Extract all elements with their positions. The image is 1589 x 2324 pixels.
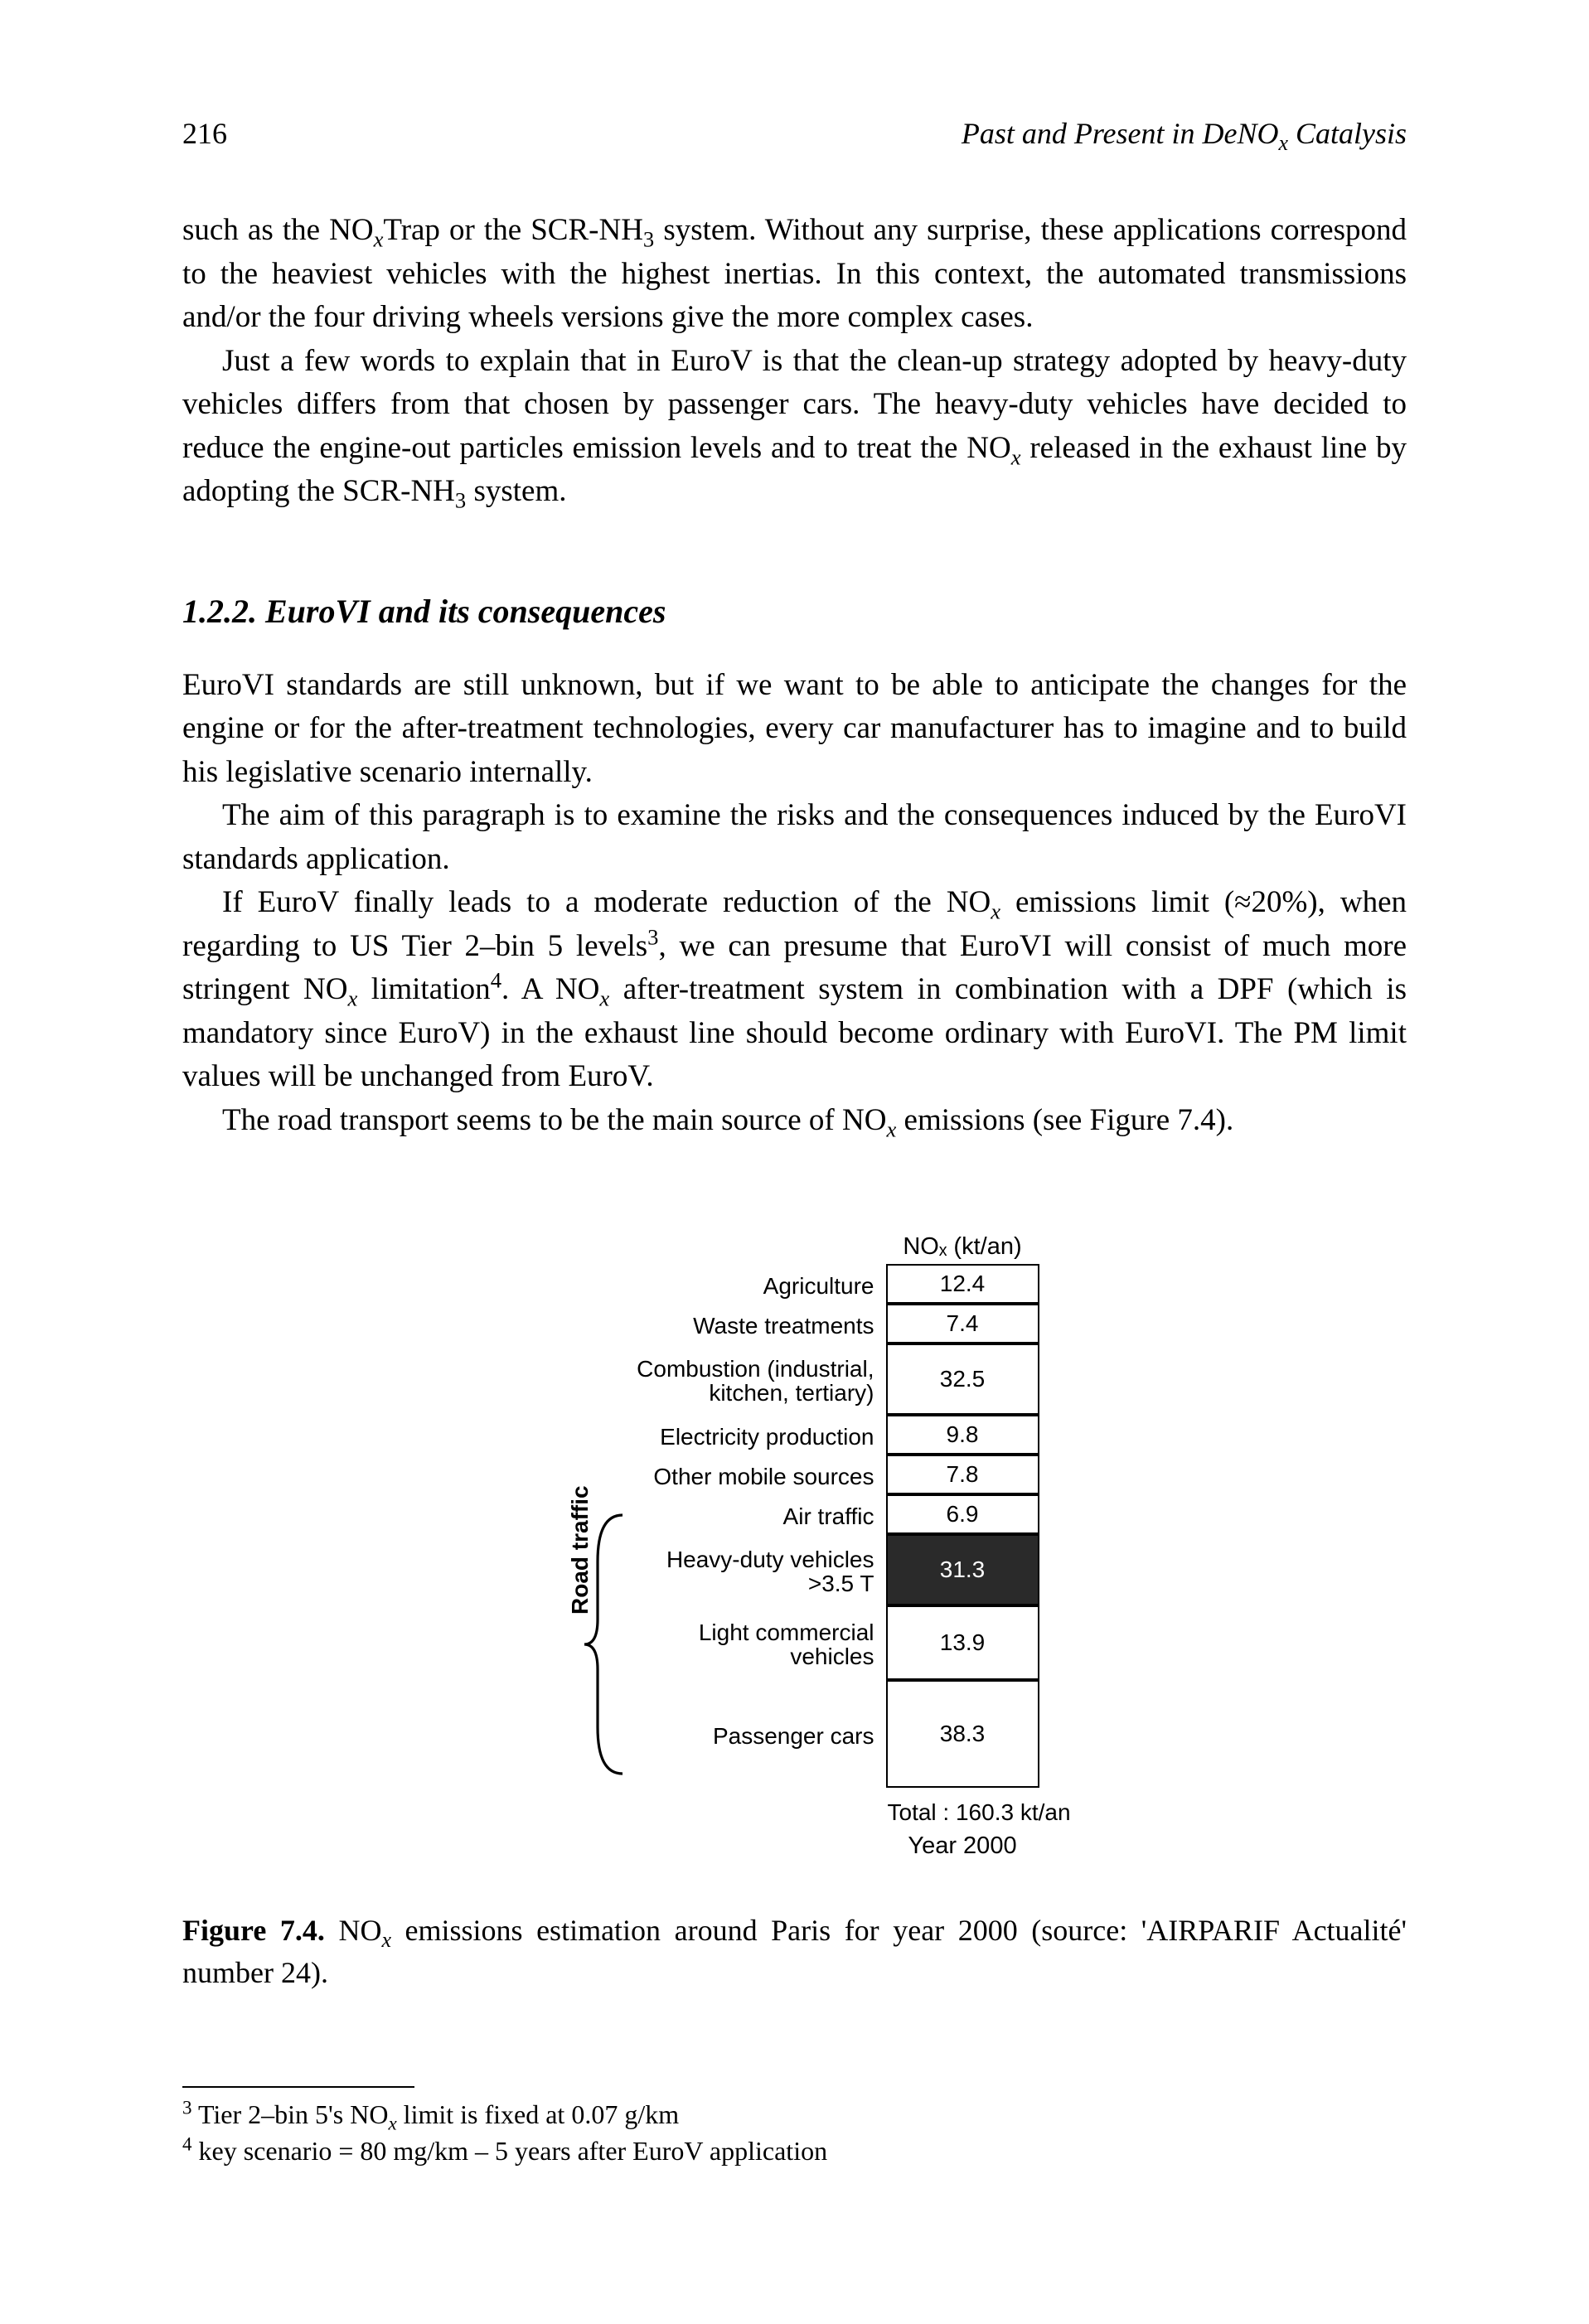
text-run: Tier 2–bin 5's NO bbox=[192, 2099, 389, 2129]
body-text: such as the NOxTrap or the SCR-NH3 syste… bbox=[182, 209, 1407, 1142]
footnote-rule bbox=[182, 2086, 414, 2088]
page-number: 216 bbox=[182, 116, 227, 151]
section-heading: 1.2.2. EuroVI and its consequences bbox=[182, 588, 1407, 636]
figure-row-label: Combustion (industrial,kitchen, tertiary… bbox=[472, 1345, 886, 1416]
figure-row-value: 9.8 bbox=[886, 1415, 1039, 1455]
figure-row-value: 7.8 bbox=[886, 1455, 1039, 1494]
figure-row-value: 7.4 bbox=[886, 1304, 1039, 1344]
text-run: . A NO bbox=[501, 972, 599, 1006]
running-head-text: Past and Present in DeNOx Catalysis bbox=[962, 116, 1407, 151]
figure-row-label: Other mobile sources bbox=[472, 1456, 886, 1496]
figure-row-value: 13.9 bbox=[886, 1605, 1039, 1680]
figure-7-4: NOₓ (kt/an) Agriculture12.4Waste treatme… bbox=[182, 1233, 1407, 1860]
figure-caption: Figure 7.4. NOx emissions estimation aro… bbox=[182, 1910, 1407, 1994]
paragraph: EuroVI standards are still unknown, but … bbox=[182, 664, 1407, 795]
text-run: emissions (see Figure 7.4). bbox=[896, 1103, 1233, 1137]
footnote-4: 4 key scenario = 80 mg/km – 5 years afte… bbox=[182, 2133, 1407, 2170]
paragraph: Just a few words to explain that in Euro… bbox=[182, 340, 1407, 514]
figure-body: NOₓ (kt/an) Agriculture12.4Waste treatme… bbox=[472, 1233, 1118, 1860]
figure-row: Light commercialvehicles13.9 bbox=[472, 1607, 1118, 1682]
figure-row-value: 31.3 bbox=[886, 1534, 1039, 1605]
paragraph: The aim of this paragraph is to examine … bbox=[182, 794, 1407, 881]
text-run: key scenario = 80 mg/km – 5 years after … bbox=[192, 2136, 828, 2166]
figure-row-label: Heavy-duty vehicles >3.5 T bbox=[472, 1536, 886, 1607]
text-run: limitation bbox=[357, 972, 490, 1006]
figure-row-value: 6.9 bbox=[886, 1494, 1039, 1534]
figure-row-label: Air traffic bbox=[472, 1496, 886, 1536]
figure-caption-label: Figure 7.4. bbox=[182, 1914, 325, 1947]
paragraph: such as the NOxTrap or the SCR-NH3 syste… bbox=[182, 209, 1407, 340]
figure-row: Combustion (industrial,kitchen, tertiary… bbox=[472, 1345, 1118, 1416]
text-run: If EuroV finally leads to a moderate red… bbox=[222, 885, 991, 919]
text-run: system. bbox=[466, 474, 566, 508]
page: 216 Past and Present in DeNOx Catalysis … bbox=[0, 0, 1589, 2324]
paragraph: If EuroV finally leads to a moderate red… bbox=[182, 881, 1407, 1099]
text-run: limit is fixed at 0.07 g/km bbox=[397, 2099, 679, 2129]
curly-brace-icon bbox=[581, 1512, 631, 1777]
figure-row-value: 38.3 bbox=[886, 1680, 1039, 1788]
figure-row: Agriculture12.4 bbox=[472, 1266, 1118, 1305]
figure-year: Year 2000 bbox=[886, 1833, 1039, 1860]
text-run: such as the NO bbox=[182, 213, 374, 247]
figure-row-label: Light commercialvehicles bbox=[472, 1607, 886, 1682]
figure-row: Passenger cars38.3 bbox=[472, 1682, 1118, 1789]
text-run: Trap or the SCR-NH bbox=[383, 213, 643, 247]
paragraph: The road transport seems to be the main … bbox=[182, 1099, 1407, 1143]
text-run: The road transport seems to be the main … bbox=[222, 1103, 886, 1137]
figure-row-label: Agriculture bbox=[472, 1266, 886, 1305]
running-header: 216 Past and Present in DeNOx Catalysis bbox=[182, 116, 1407, 151]
figure-row-value: 32.5 bbox=[886, 1344, 1039, 1415]
figure-column-title: NOₓ (kt/an) bbox=[886, 1233, 1039, 1261]
figure-total: Total : 160.3 kt/an bbox=[886, 1799, 1103, 1826]
footnotes: 3 Tier 2–bin 5's NOx limit is fixed at 0… bbox=[182, 2096, 1407, 2171]
figure-row-value: 12.4 bbox=[886, 1264, 1039, 1304]
figure-row: Electricity production9.8 bbox=[472, 1416, 1118, 1456]
figure-row: Waste treatments7.4 bbox=[472, 1305, 1118, 1345]
text-run: NO bbox=[325, 1914, 382, 1947]
footnote-3: 3 Tier 2–bin 5's NOx limit is fixed at 0… bbox=[182, 2096, 1407, 2133]
figure-row-label: Waste treatments bbox=[472, 1305, 886, 1345]
figure-row-label: Electricity production bbox=[472, 1416, 886, 1456]
figure-row-label: Passenger cars bbox=[472, 1682, 886, 1789]
